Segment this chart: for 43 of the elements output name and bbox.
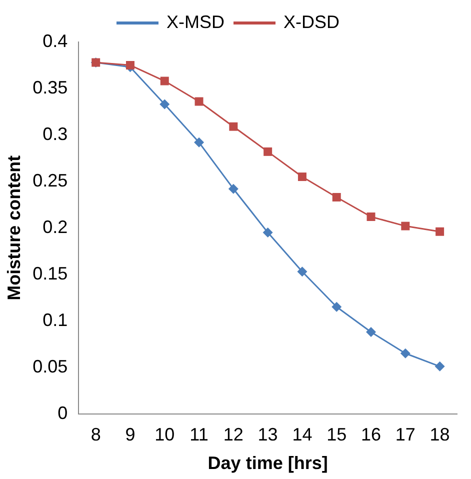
point xyxy=(436,227,444,236)
x-tick-label: 10 xyxy=(154,424,175,445)
x-tick-label: 9 xyxy=(125,424,136,445)
point xyxy=(332,192,341,202)
y-tick-label: 0.2 xyxy=(42,216,68,237)
point xyxy=(229,122,238,131)
y-tick-label: 0.35 xyxy=(32,77,68,98)
x-tick-label: 8 xyxy=(90,424,101,445)
legend-label: X-MSD xyxy=(166,12,224,32)
point xyxy=(366,327,376,338)
y-tick-label: 0 xyxy=(58,402,68,423)
point xyxy=(160,76,169,86)
point xyxy=(194,97,204,106)
y-tick-label: 0.4 xyxy=(42,30,68,51)
x-tick-label: 17 xyxy=(395,424,416,445)
point xyxy=(160,99,170,110)
point xyxy=(332,302,342,312)
point xyxy=(264,147,272,156)
x-tick-label: 14 xyxy=(292,424,312,445)
y-axis-title: Moisture content xyxy=(4,155,24,300)
point xyxy=(401,222,410,230)
x-tick-label: 12 xyxy=(223,424,244,445)
x-axis-title: Day time [hrs] xyxy=(208,453,328,474)
point xyxy=(262,228,273,238)
y-tick-label: 0.25 xyxy=(32,170,68,190)
point xyxy=(434,361,445,372)
y-tick-label: 0.15 xyxy=(32,263,68,284)
legend-label: X-DSD xyxy=(284,12,340,32)
x-tick-label: 11 xyxy=(190,424,208,445)
y-tick-label: 0.1 xyxy=(42,310,68,330)
point xyxy=(298,172,306,182)
point xyxy=(400,348,410,358)
y-tick-label: 0.05 xyxy=(32,356,68,376)
x-tick-label: 16 xyxy=(360,424,382,445)
point xyxy=(297,266,308,277)
point xyxy=(228,184,238,194)
point xyxy=(194,137,204,148)
x-tick-label: 15 xyxy=(326,424,347,445)
x-tick-label: 13 xyxy=(258,424,278,445)
y-tick-label: 0.3 xyxy=(42,124,68,144)
point xyxy=(126,60,134,70)
point xyxy=(366,212,376,221)
x-tick-label: 18 xyxy=(430,424,450,445)
